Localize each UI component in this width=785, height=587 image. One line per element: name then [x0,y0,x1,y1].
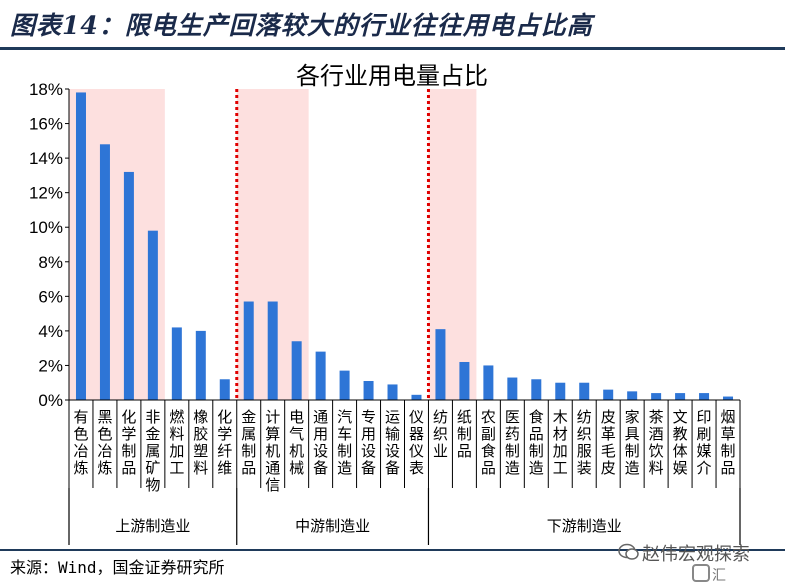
category-label: 纺织业 [433,408,448,460]
group-label: 上游制造业 [115,517,190,535]
category-label: 皮革毛皮 [601,408,616,477]
category-label: 医药制造 [505,408,520,477]
y-tick-label: 10% [29,218,63,237]
bar [459,361,470,400]
y-tick-label: 12% [29,184,63,203]
wechat-icon [618,543,639,560]
y-tick-label: 6% [38,287,63,306]
category-label: 化学制品 [121,408,136,477]
category-label: 燃料加工 [169,408,184,477]
category-label: 计算机通信 [265,408,280,494]
y-tick-label: 0% [38,391,63,410]
bar [603,389,614,400]
bar [363,380,374,400]
bar [555,382,566,400]
y-tick-label: 4% [38,322,63,341]
bar [75,92,86,400]
source-note: 来源：Wind，国金证券研究所 [10,558,225,577]
page-title: 图表14：限电生产回落较大的行业往往用电占比高 [10,11,593,40]
bar [339,370,350,400]
category-label: 纸制品 [457,408,472,460]
bar [651,393,662,400]
category-label: 金属制品 [241,408,256,477]
bar [579,382,590,400]
category-label: 茶酒饮料 [649,408,664,477]
category-label: 家具制造 [625,408,640,477]
bar [219,379,230,400]
category-label: 纺织服装 [577,408,592,477]
chart: 各行业用电量占比 0% 2% 4% 6% 8% 10% 12% 14% 16% 18% 有色冶炼黑色冶… [29,62,741,545]
category-label: 食品制造 [529,408,544,477]
category-label: 仪器仪表 [409,408,424,477]
category-label: 橡胶塑料 [193,408,208,477]
bar [267,301,278,400]
bar [99,144,110,400]
chart-title: 各行业用电量占比 [296,62,488,90]
bar [507,377,518,400]
bar [243,301,254,400]
y-tick-label: 18% [29,80,63,99]
bar [699,393,710,400]
bar [531,379,542,400]
category-label: 运输设备 [385,408,400,477]
y-tick-label: 14% [29,149,63,168]
category-label: 专用设备 [361,408,376,477]
bar [411,394,422,400]
watermark: 赵伟宏观探索 汇 [612,540,785,587]
category-label: 通用设备 [313,408,328,477]
bar [147,230,158,400]
bar [483,365,494,400]
y-tick-label: 16% [29,115,63,134]
watermark-account: 赵伟宏观探索 [642,544,750,565]
category-label: 有色冶炼 [73,408,88,477]
watermark-logo-icon [692,564,710,582]
bar [195,330,206,400]
header-divider [0,47,785,50]
category-label: 汽车制造 [337,408,352,477]
header: 图表14：限电生产回落较大的行业往往用电占比高 [0,0,785,50]
bar [171,327,182,400]
category-label: 黑色冶炼 [97,408,112,477]
group-label: 中游制造业 [295,517,370,535]
bar [291,341,302,400]
y-tick-label: 2% [38,356,63,375]
bar [315,351,326,400]
y-tick-label: 8% [38,253,63,272]
category-label: 文教体娱 [673,408,688,477]
category-label: 印刷媒介 [697,408,712,477]
bar [675,393,686,400]
group-label: 下游制造业 [547,517,622,535]
category-label: 非金属矿物 [145,408,160,494]
watermark-brand: 汇 [712,568,726,584]
category-label: 化学纤维 [217,408,232,477]
category-label: 电气机械 [289,408,304,477]
bar [723,396,734,400]
bar [387,384,398,400]
bar [435,329,446,400]
bar [123,171,134,400]
category-label: 农副食品 [481,408,496,477]
category-label: 木材加工 [553,408,568,477]
footer-divider [0,549,785,551]
category-label: 烟草制品 [721,408,736,477]
bar [627,391,638,400]
